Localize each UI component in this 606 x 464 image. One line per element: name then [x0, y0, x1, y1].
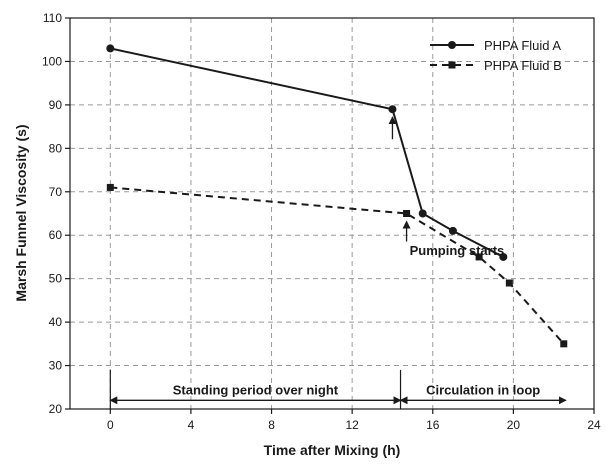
y-tick-label: 90	[49, 98, 63, 112]
x-tick-label: 16	[426, 418, 440, 432]
plot-frame	[69, 17, 595, 410]
series-line-fluid-b	[110, 186, 565, 345]
data-point-fluid-b	[475, 253, 483, 261]
x-tick-label: 24	[587, 418, 601, 432]
y-tick-label: 110	[43, 11, 62, 25]
data-point-fluid-a	[499, 252, 508, 261]
y-tick-label: 30	[49, 359, 63, 373]
legend-label-fluid-b: PHPA Fluid B	[484, 58, 562, 73]
y-tick-label: 80	[49, 141, 63, 155]
data-point-fluid-b	[106, 183, 114, 191]
pumping-starts-label: Pumping starts	[410, 243, 505, 258]
axis-ticks: 0 4 8 12 16 20 24 20 30 40 50 60 70 80 90 100 110	[42, 11, 601, 432]
standing-period-label: Standing period over night	[173, 382, 339, 397]
x-tick-label: 8	[268, 418, 275, 432]
y-tick-label: 60	[49, 228, 63, 242]
y-tick-label: 70	[49, 185, 63, 199]
y-tick-label: 40	[49, 315, 63, 329]
y-tick-label: 100	[42, 54, 62, 68]
x-tick-label: 12	[345, 418, 359, 432]
y-tick-label: 50	[49, 272, 63, 286]
series-line-fluid-a	[110, 47, 504, 258]
legend-marker-fluid-a	[448, 41, 456, 49]
x-tick-label: 20	[507, 418, 521, 432]
legend-label-fluid-a: PHPA Fluid A	[484, 38, 561, 53]
data-point-fluid-a	[106, 44, 115, 53]
legend-marker-fluid-b	[448, 61, 456, 69]
y-tick-label: 20	[49, 402, 63, 416]
y-axis-title: Marsh Funnel Viscosity (s)	[13, 124, 29, 301]
series-layer	[106, 44, 568, 348]
grid-lines	[70, 18, 594, 409]
data-point-fluid-a	[418, 209, 427, 218]
data-point-fluid-a	[388, 105, 397, 114]
x-axis-title: Time after Mixing (h)	[264, 442, 401, 458]
legend: PHPA Fluid A PHPA Fluid B	[430, 38, 562, 73]
data-point-fluid-b	[505, 279, 513, 287]
circulation-label: Circulation in loop	[426, 382, 540, 397]
data-point-fluid-b	[560, 340, 568, 348]
data-point-fluid-b	[403, 210, 411, 217]
data-point-fluid-a	[448, 226, 457, 235]
x-tick-label: 0	[107, 418, 114, 432]
x-tick-label: 4	[188, 418, 195, 432]
annotations: Pumping starts Standing period over night…	[109, 116, 567, 409]
